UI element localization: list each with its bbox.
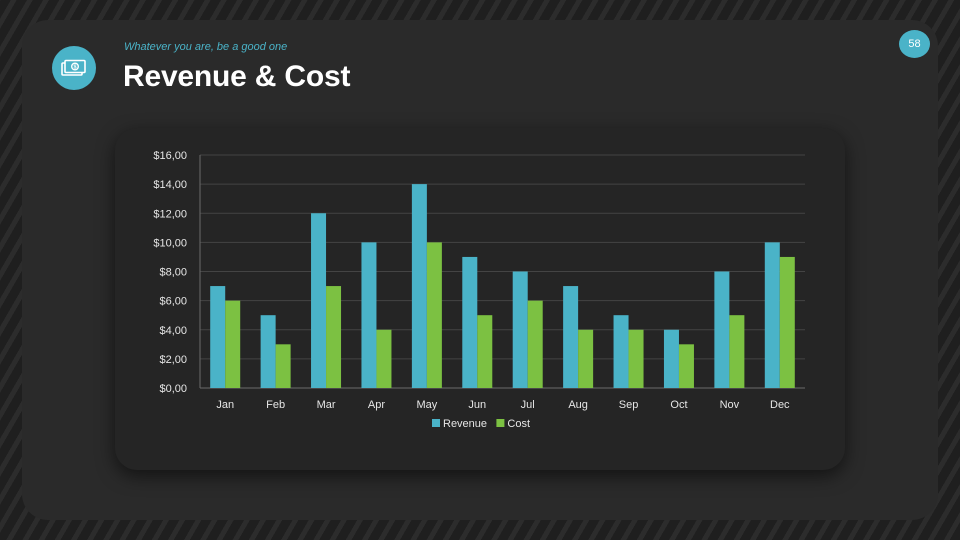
bar-cost-oct (678, 344, 694, 388)
bar-revenue-sep (613, 315, 629, 388)
bar-revenue-feb (260, 315, 276, 388)
bar-cost-jun (477, 315, 493, 388)
bar-revenue-oct (663, 329, 679, 388)
bar-cost-jul (527, 300, 543, 388)
x-tick-label: Oct (670, 399, 687, 411)
legend-label-cost: Cost (507, 418, 530, 430)
bar-revenue-jan (210, 286, 226, 388)
bar-revenue-dec (764, 242, 780, 388)
y-tick-label: $8,00 (159, 267, 187, 279)
y-tick-label: $2,00 (159, 354, 187, 366)
x-tick-label: Nov (720, 399, 740, 411)
page-number-badge: 58 (899, 30, 930, 58)
y-tick-label: $4,00 (159, 325, 187, 337)
x-tick-label: Apr (368, 399, 385, 411)
legend-label-revenue: Revenue (443, 418, 487, 430)
x-tick-label: Jan (216, 399, 234, 411)
x-tick-label: Aug (568, 399, 588, 411)
x-tick-label: May (416, 399, 437, 411)
bar-cost-feb (275, 344, 291, 388)
y-tick-label: $6,00 (159, 296, 187, 308)
bar-revenue-mar (311, 213, 327, 388)
bar-cost-apr (376, 329, 392, 388)
bar-cost-jan (225, 300, 241, 388)
x-tick-label: Feb (266, 399, 285, 411)
legend-swatch-revenue (432, 419, 440, 427)
money-bill-icon: $ (52, 46, 96, 90)
y-tick-label: $12,00 (153, 208, 187, 220)
slide-title: Revenue & Cost (123, 60, 351, 93)
svg-text:$: $ (73, 65, 76, 71)
bar-revenue-aug (563, 286, 579, 388)
bar-cost-mar (326, 286, 342, 388)
legend-swatch-cost (496, 419, 505, 427)
x-tick-label: Sep (619, 399, 639, 411)
bar-cost-dec (779, 256, 795, 388)
x-tick-label: Jul (521, 399, 535, 411)
bar-cost-aug (578, 329, 594, 388)
x-tick-label: Mar (317, 399, 336, 411)
bar-revenue-jun (462, 256, 478, 388)
slide-subtitle: Whatever you are, be a good one (124, 41, 288, 53)
y-tick-label: $10,00 (153, 237, 187, 249)
bar-revenue-nov (714, 271, 730, 388)
revenue-cost-chart: $0,00 $2,00 $4,00 $6,00 $8,00 $10,00 $12,00 $14… (153, 150, 805, 430)
bar-cost-nov (729, 315, 745, 388)
bar-cost-may (426, 242, 442, 388)
bar-revenue-apr (361, 242, 377, 388)
y-tick-label: $16,00 (153, 150, 187, 162)
chart-card: $0,00 $2,00 $4,00 $6,00 $8,00 $10,00 $12,00 $14… (115, 128, 845, 470)
bar-revenue-may (411, 184, 427, 388)
bar-cost-sep (628, 329, 644, 388)
y-tick-label: $14,00 (153, 179, 187, 191)
x-tick-label: Jun (468, 399, 486, 411)
x-tick-label: Dec (770, 399, 790, 411)
bar-revenue-jul (512, 271, 528, 388)
y-tick-label: $0,00 (159, 383, 187, 395)
